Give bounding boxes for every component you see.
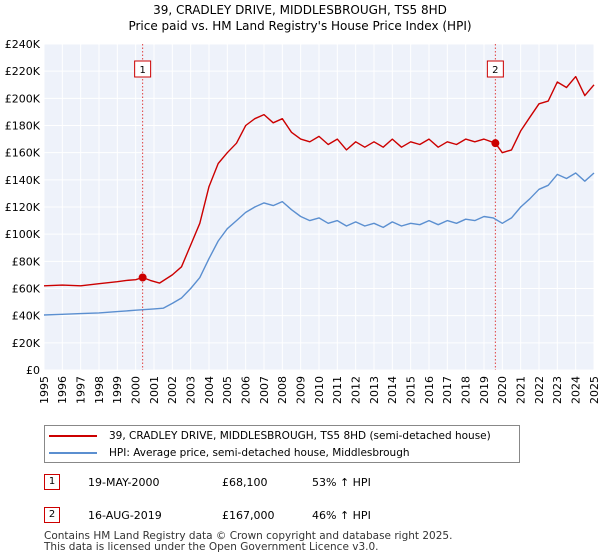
x-tick-label: 2009: [295, 376, 308, 404]
x-tick-label: 2016: [423, 376, 436, 404]
x-tick-label: 1999: [111, 376, 124, 404]
chart-legend: 39, CRADLEY DRIVE, MIDDLESBROUGH, TS5 8H…: [44, 425, 520, 463]
y-tick-label: £240K: [5, 38, 41, 51]
x-tick-label: 2005: [221, 376, 234, 404]
sale-hpi-1: 53% ↑ HPI: [312, 476, 371, 489]
x-tick-label: 2008: [276, 376, 289, 404]
y-tick-label: £100K: [5, 228, 41, 241]
series-line-property: [43, 75, 595, 287]
x-tick-label: 2019: [478, 376, 491, 404]
legend-item-hpi: HPI: Average price, semi-detached house,…: [49, 444, 410, 462]
x-tick-label: 2011: [331, 376, 344, 404]
legend-swatch-hpi: [49, 452, 97, 454]
x-tick-label: 2025: [588, 376, 600, 404]
y-tick-label: £40K: [12, 310, 41, 323]
x-tick-label: 2003: [185, 376, 198, 404]
sale-date-2: 16-AUG-2019: [88, 509, 162, 522]
y-tick-label: £120K: [5, 201, 41, 214]
sale-marker-1: 1: [44, 474, 60, 490]
x-tick-label: 1997: [75, 376, 88, 404]
y-tick-label: £80K: [12, 255, 41, 268]
y-tick-label: £20K: [12, 337, 41, 350]
y-tick-label: £200K: [5, 92, 41, 105]
x-tick-label: 1996: [56, 376, 69, 404]
x-tick-label: 2000: [130, 376, 143, 404]
x-tick-label: 2017: [441, 376, 454, 404]
x-tick-label: 2015: [405, 376, 418, 404]
x-tick-label: 2020: [496, 376, 509, 404]
sale-price-1: £68,100: [222, 476, 268, 489]
chart-title-address: 39, CRADLEY DRIVE, MIDDLESBROUGH, TS5 8H…: [153, 3, 447, 17]
legend-item-property: 39, CRADLEY DRIVE, MIDDLESBROUGH, TS5 8H…: [49, 427, 491, 445]
x-tick-label: 2006: [240, 376, 253, 404]
legend-swatch-property: [49, 435, 97, 437]
x-tick-label: 2023: [551, 376, 564, 404]
sale-date-1: 19-MAY-2000: [88, 476, 160, 489]
y-tick-label: £160K: [5, 147, 41, 160]
x-tick-label: 2010: [313, 376, 326, 404]
sale-label-text: 1: [139, 65, 145, 76]
x-tick-label: 2021: [515, 376, 528, 404]
sale-row-1: 1 19-MAY-2000 £68,100 53% ↑ HPI: [44, 474, 444, 494]
y-tick-label: £0: [26, 364, 40, 377]
footer-attribution: Contains HM Land Registry data © Crown c…: [44, 531, 452, 553]
chart-subtitle: Price paid vs. HM Land Registry's House …: [128, 19, 472, 33]
sale-price-2: £167,000: [222, 509, 275, 522]
x-tick-label: 2022: [533, 376, 546, 404]
x-tick-label: 2018: [460, 376, 473, 404]
y-tick-label: £140K: [5, 174, 41, 187]
x-tick-label: 2013: [368, 376, 381, 404]
legend-label-property: 39, CRADLEY DRIVE, MIDDLESBROUGH, TS5 8H…: [109, 430, 491, 442]
sale-point: [491, 139, 500, 148]
sale-label-box: [134, 60, 152, 78]
series-line-hpi: [43, 172, 595, 316]
sale-label-box: [486, 60, 504, 78]
y-tick-label: £180K: [5, 120, 41, 133]
sale-row-2: 2 16-AUG-2019 £167,000 46% ↑ HPI: [44, 507, 444, 527]
x-tick-label: 2024: [570, 376, 583, 404]
price-chart: £0 £20K £40K £60K £80K £100K £120K £140K £160K £1…: [5, 38, 600, 404]
sale-marker-2: 2: [44, 507, 60, 523]
x-tick-label: 2002: [166, 376, 179, 404]
footer-licence: This data is licensed under the Open Gov…: [44, 541, 379, 553]
sale-point: [138, 273, 147, 282]
x-tick-label: 2001: [148, 376, 161, 404]
sale-label-text: 2: [492, 65, 498, 76]
x-tick-label: 2004: [203, 376, 216, 404]
footer-copyright: Contains HM Land Registry data © Crown c…: [44, 530, 453, 542]
y-tick-label: £60K: [12, 283, 41, 296]
x-tick-label: 2012: [350, 376, 363, 404]
legend-label-hpi: HPI: Average price, semi-detached house,…: [109, 447, 410, 459]
x-tick-label: 2014: [386, 376, 399, 404]
x-tick-label: 1995: [38, 376, 51, 404]
x-tick-label: 1998: [93, 376, 106, 404]
x-tick-label: 2007: [258, 376, 271, 404]
sale-hpi-2: 46% ↑ HPI: [312, 509, 371, 522]
y-tick-label: £220K: [5, 65, 41, 78]
